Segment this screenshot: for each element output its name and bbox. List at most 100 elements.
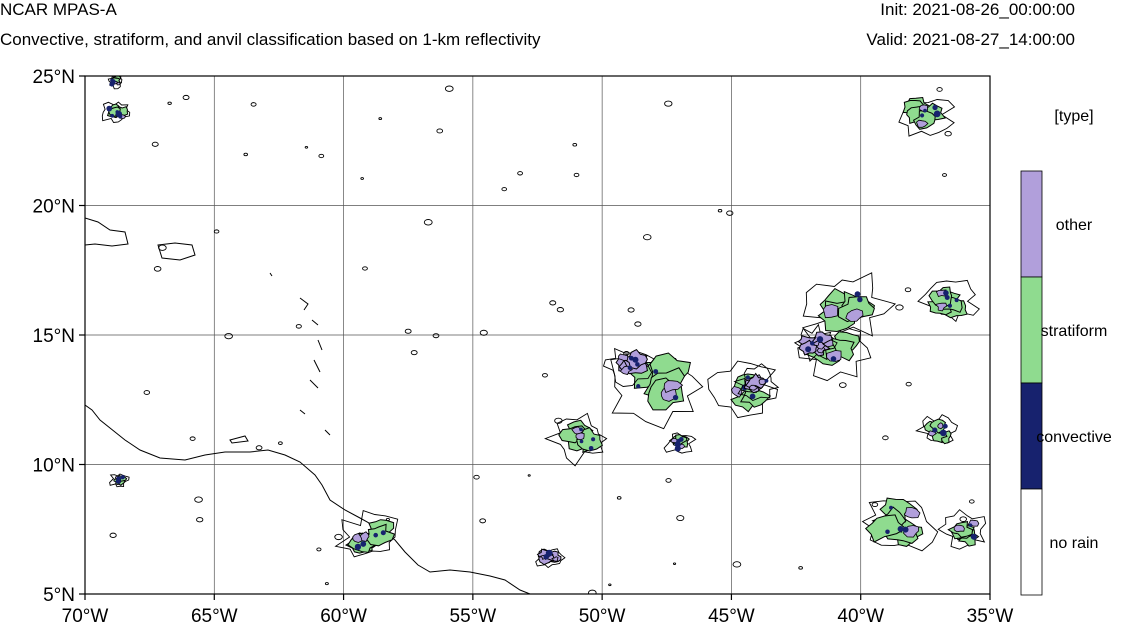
colorbar-swatch <box>1020 170 1043 278</box>
lat-tick-label: 15°N <box>33 326 75 347</box>
convective-core <box>745 375 750 380</box>
isolated-echo <box>360 177 364 180</box>
convective-core <box>816 336 824 343</box>
isolated-echo <box>549 300 557 306</box>
rain-cluster <box>917 279 980 323</box>
isolated-echo <box>194 496 203 503</box>
isolated-echo <box>213 229 220 234</box>
coastlines <box>85 217 531 594</box>
rain-cluster <box>861 497 939 552</box>
isolated-echo <box>109 532 117 538</box>
isolated-echo <box>904 287 912 293</box>
cluster-outline <box>802 272 897 337</box>
valid-time: Valid: 2021-08-27_14:00:00 <box>866 30 1075 49</box>
colorbar-label: convective <box>1036 429 1112 446</box>
convective-core <box>380 530 386 536</box>
isolated-echo <box>196 517 204 523</box>
rain-cluster <box>334 510 399 558</box>
isolated-echo <box>527 474 531 477</box>
convective-core <box>933 110 941 118</box>
hispaniola-outline <box>85 217 129 247</box>
lon-tick-label: 35°W <box>967 606 1014 627</box>
isolated-echo <box>634 321 642 327</box>
rain-cluster <box>898 96 956 137</box>
convective-core <box>116 479 121 484</box>
cluster-other-patch <box>663 380 684 394</box>
cluster-other-patch <box>116 81 121 86</box>
cluster-outline <box>109 473 130 488</box>
cluster-outline <box>733 363 780 402</box>
cluster-outline <box>861 500 939 552</box>
rain-cluster <box>663 432 697 454</box>
rain-cluster <box>802 272 897 337</box>
isolated-echo <box>278 441 283 445</box>
isolated-echo <box>664 100 673 107</box>
windward-islands <box>269 272 331 436</box>
isolated-echo <box>153 266 162 272</box>
convective-core <box>628 355 634 361</box>
colorbar-label: other <box>1056 217 1093 234</box>
cluster-fill <box>366 523 396 547</box>
rain-cluster <box>535 548 566 569</box>
convective-core <box>545 549 553 557</box>
lon-tick-label: 55°W <box>450 606 497 627</box>
venezuela-coast-islands <box>229 435 249 444</box>
convective-core <box>889 505 893 510</box>
isolated-echo <box>501 187 508 192</box>
cluster-outline <box>898 98 956 137</box>
isolated-echo <box>432 333 440 339</box>
isolated-echo <box>882 435 889 441</box>
isolated-echo <box>665 478 672 483</box>
convective-core <box>373 532 378 538</box>
isolated-echo <box>423 219 433 226</box>
cluster-outline <box>707 360 779 419</box>
convective-core <box>830 356 837 362</box>
cluster-other-patch <box>953 524 965 533</box>
convective-core <box>120 475 125 480</box>
lat-tick-label: 5°N <box>43 585 75 606</box>
lon-tick-label: 70°W <box>62 606 109 627</box>
isolated-echo <box>871 502 879 507</box>
isolated-echo <box>944 131 952 137</box>
rain-cluster <box>107 76 123 90</box>
south-america-coastline <box>85 404 531 594</box>
isolated-echo <box>608 583 612 587</box>
precipitation-classification <box>101 76 987 594</box>
isolated-echo <box>479 518 486 524</box>
lon-tick-label: 65°W <box>191 606 238 627</box>
cluster-other-patch <box>670 437 678 443</box>
convective-core <box>635 362 640 367</box>
convective-core <box>857 296 863 303</box>
convective-core <box>109 81 115 87</box>
cluster-other-patch <box>903 507 921 519</box>
isolated-echo <box>554 417 563 424</box>
cluster-other-patch <box>845 308 864 322</box>
rain-cluster <box>610 352 704 430</box>
isolated-echo <box>726 210 734 216</box>
puerto-rico-outline <box>157 242 196 261</box>
isolated-echo <box>643 234 652 241</box>
isolated-echo <box>182 94 190 101</box>
convective-core <box>672 394 679 401</box>
isolated-echo <box>676 515 685 522</box>
cluster-outline <box>544 412 608 467</box>
rain-cluster <box>793 323 838 362</box>
cluster-other-patch <box>937 422 944 430</box>
lon-tick-label: 60°W <box>320 606 367 627</box>
axis-ticks: 70°W 65°W 60°W 55°W 50°W 45°W 40°W 35°W 25°N 20°N… <box>33 67 1014 627</box>
convective-core <box>923 108 927 113</box>
rain-cluster <box>937 509 987 550</box>
convective-core <box>116 476 122 482</box>
isolated-echo <box>324 582 329 586</box>
isolated-echo <box>318 153 325 159</box>
isolated-echo <box>717 209 723 213</box>
isolated-echo <box>444 85 454 92</box>
convective-core <box>943 290 949 296</box>
cluster-outline <box>610 356 704 430</box>
isolated-echo <box>473 474 480 480</box>
isolated-echo <box>436 128 444 134</box>
cluster-other-patch <box>916 119 929 128</box>
cluster-other-patch <box>731 385 743 398</box>
rain-cluster <box>544 412 608 467</box>
